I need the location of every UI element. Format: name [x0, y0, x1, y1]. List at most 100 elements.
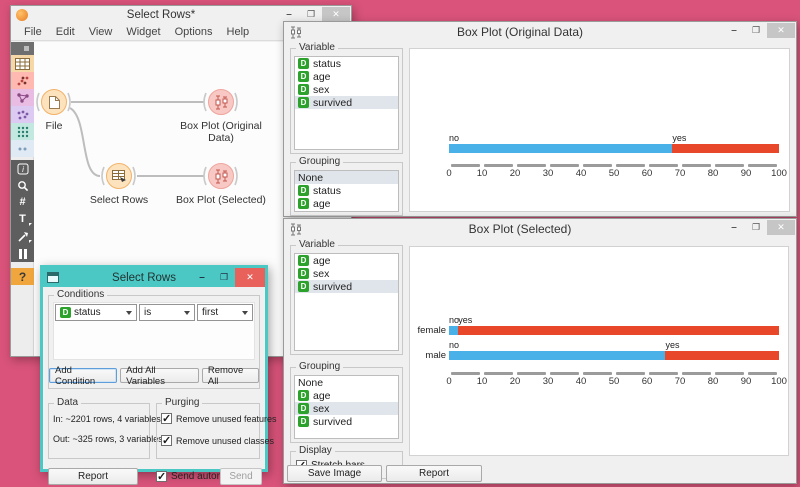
data-out-line: Out: ~325 rows, 3 variables — [53, 434, 163, 444]
tool-text[interactable]: T — [11, 211, 34, 228]
chart-bar-label: no — [449, 133, 460, 143]
report-button[interactable]: Report — [48, 468, 138, 485]
condition-variable-dropdown[interactable]: D status — [55, 304, 137, 321]
menu-view[interactable]: View — [88, 26, 113, 38]
list-item-label: survived — [313, 280, 353, 293]
bp1-title: Box Plot (Original Data) — [456, 25, 584, 39]
condition-variable-value: status — [74, 307, 101, 318]
list-item-label: status — [313, 57, 342, 70]
toolbox-dock-handle[interactable] — [11, 42, 34, 55]
chart-bar-label: yes — [665, 340, 680, 350]
menu-help[interactable]: Help — [226, 26, 250, 38]
tool-help[interactable]: ? — [11, 268, 34, 285]
node-box-plot-original[interactable] — [208, 89, 234, 115]
maximize-icon — [752, 25, 760, 36]
discrete-variable-icon: D — [298, 416, 309, 427]
condition-value-dropdown[interactable]: first — [197, 304, 253, 321]
category-evaluate[interactable] — [11, 106, 34, 123]
close-button[interactable] — [322, 7, 350, 22]
data-table-icon — [15, 57, 30, 70]
chart-axis-segment — [616, 372, 645, 375]
bp2-title: Box Plot (Selected) — [468, 222, 572, 236]
chart-bar-label: yes — [672, 133, 687, 143]
box-plot-icon — [215, 95, 228, 109]
minimize-button[interactable] — [278, 7, 300, 22]
remove-unused-features-checkbox[interactable]: Remove unused features — [161, 412, 277, 425]
send-automatically-checkbox[interactable]: Send automatically — [156, 470, 256, 483]
list-item-none[interactable]: None — [295, 376, 398, 389]
send-button[interactable]: Send — [220, 468, 262, 485]
save-image-button[interactable]: Save Image — [287, 465, 382, 482]
bp1-titlebar: Box Plot (Original Data) — [284, 22, 796, 42]
close-button[interactable] — [767, 23, 795, 38]
maximize-button[interactable] — [300, 7, 322, 22]
list-item-label: survived — [313, 415, 353, 428]
tool-freeze[interactable] — [11, 245, 34, 262]
tool-zoom[interactable] — [11, 177, 34, 194]
maximize-button[interactable] — [213, 268, 235, 287]
category-data[interactable] — [11, 55, 34, 72]
node-box-plot-selected[interactable] — [208, 163, 234, 189]
tool-arrow[interactable] — [11, 228, 34, 245]
conditions-list-area[interactable]: D status is first — [53, 302, 255, 360]
remove-all-button[interactable]: Remove All — [201, 365, 259, 387]
tool-widget-info[interactable]: i — [11, 160, 34, 177]
freeze-signals-icon — [18, 248, 27, 259]
menu-widget[interactable]: Widget — [126, 26, 161, 38]
minimize-button[interactable] — [723, 23, 745, 38]
tool-grid-align[interactable]: # — [11, 194, 34, 211]
maximize-button[interactable] — [745, 23, 767, 38]
close-button[interactable] — [767, 220, 795, 235]
chart-axis-segment — [649, 372, 678, 375]
zoom-icon — [17, 180, 28, 191]
bp2-display-label: Display — [296, 445, 335, 456]
condition-operator-dropdown[interactable]: is — [139, 304, 195, 321]
main-window-title: Select Rows* — [126, 9, 196, 21]
chart-tick-label: 50 — [608, 376, 620, 387]
list-item-none[interactable]: None — [295, 171, 398, 184]
menu-options[interactable]: Options — [174, 26, 213, 38]
box-plot-window-icon — [291, 223, 301, 235]
maximize-button[interactable] — [745, 220, 767, 235]
node-file[interactable] — [41, 89, 67, 115]
chart-tick-label: 80 — [707, 376, 719, 387]
chart-axis-segment — [517, 372, 546, 375]
menu-edit[interactable]: Edit — [55, 26, 75, 38]
add-all-variables-button[interactable]: Add All Variables — [120, 365, 199, 387]
report-button[interactable]: Report — [386, 465, 482, 482]
menu-bar: File Edit View Widget Options Help — [11, 24, 351, 41]
node-select-rows[interactable] — [106, 163, 132, 189]
add-condition-button[interactable]: Add Condition — [49, 365, 118, 387]
remove-unused-classes-checkbox[interactable]: Remove unused classes — [161, 434, 274, 447]
minimize-button[interactable] — [191, 268, 213, 287]
chart-axis-segment — [682, 164, 711, 167]
minimize-button[interactable] — [723, 220, 745, 235]
menu-file[interactable]: File — [24, 26, 42, 38]
category-unsupervised[interactable] — [11, 123, 34, 140]
close-button[interactable] — [235, 268, 265, 287]
conditions-group: Conditions D status is first — [48, 289, 260, 389]
widget-info-icon: i — [17, 163, 28, 174]
purging-group: Purging Remove unused features Remove un… — [156, 397, 277, 459]
category-model[interactable] — [11, 89, 34, 106]
category-more[interactable] — [11, 140, 34, 157]
category-visualize[interactable] — [11, 72, 34, 89]
bp1-grouping-label: Grouping — [296, 156, 344, 167]
close-icon — [777, 25, 785, 36]
list-item-label: sex — [313, 83, 330, 96]
chart-bar-segment-yes — [665, 351, 779, 360]
